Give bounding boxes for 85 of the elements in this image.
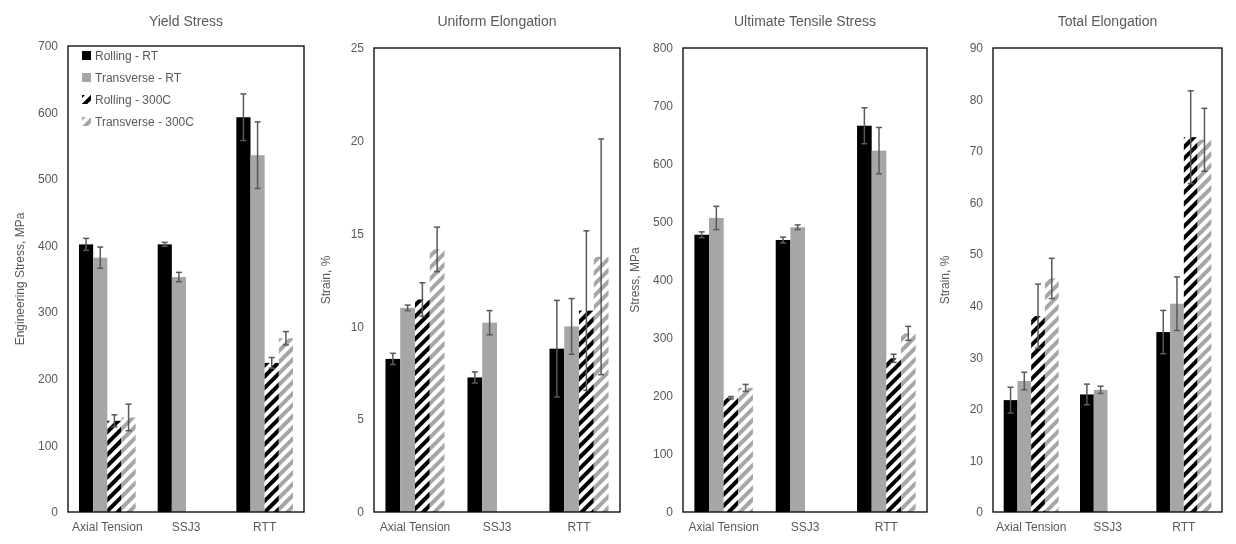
y-tick-label: 40 xyxy=(969,298,984,313)
bar xyxy=(593,256,609,512)
x-tick-label: SSJ3 xyxy=(482,520,512,534)
bar xyxy=(415,299,430,512)
y-tick-label: 300 xyxy=(652,331,674,346)
y-tick-label: 300 xyxy=(37,305,59,320)
y-tick-label: 200 xyxy=(652,389,674,404)
bar xyxy=(429,249,445,512)
bar xyxy=(1044,278,1059,512)
y-tick-label: 600 xyxy=(37,105,59,120)
y-tick-label: 90 xyxy=(969,41,984,56)
bar xyxy=(278,338,293,512)
bar xyxy=(107,420,122,512)
x-tick-label: SSJ3 xyxy=(171,520,201,534)
y-tick-label: 400 xyxy=(37,238,59,253)
bar xyxy=(564,326,579,512)
y-axis-title: Engineering Stress, MPa xyxy=(13,212,27,346)
bar xyxy=(1170,303,1184,512)
y-tick-label: 400 xyxy=(652,273,674,288)
bar xyxy=(250,155,265,512)
chart-title: Ultimate Tensile Stress xyxy=(733,13,877,29)
y-tick-label: 60 xyxy=(969,195,984,210)
chart-title: Total Elongation xyxy=(1057,13,1158,29)
bar xyxy=(1031,316,1045,512)
bar xyxy=(171,277,186,512)
legend-label: Transverse - 300C xyxy=(95,115,195,130)
y-tick-label: 500 xyxy=(37,172,59,187)
y-tick-label: 0 xyxy=(51,505,59,520)
bar xyxy=(1183,137,1198,512)
y-tick-label: 500 xyxy=(652,215,674,230)
y-tick-label: 50 xyxy=(969,247,984,262)
bar xyxy=(1197,139,1212,512)
y-tick-label: 15 xyxy=(350,226,365,241)
y-tick-label: 200 xyxy=(37,372,59,387)
y-tick-label: 700 xyxy=(652,99,674,114)
x-tick-label: RTT xyxy=(874,520,899,534)
y-tick-label: 700 xyxy=(37,39,59,54)
y-tick-label: 800 xyxy=(652,41,674,56)
y-tick-label: 5 xyxy=(357,412,365,427)
bar xyxy=(723,397,739,512)
bar xyxy=(709,217,724,512)
y-tick-label: 10 xyxy=(350,319,365,334)
y-axis-title: Stress, MPa xyxy=(628,247,642,313)
x-tick-label: Axial Tension xyxy=(688,520,759,534)
bar xyxy=(264,362,279,512)
bar xyxy=(738,387,753,512)
y-tick-label: 100 xyxy=(37,438,59,453)
bar xyxy=(400,307,415,512)
y-tick-label: 10 xyxy=(969,453,984,468)
bar xyxy=(886,358,901,512)
y-tick-label: 100 xyxy=(652,447,674,462)
x-tick-label: RTT xyxy=(1172,520,1197,534)
y-tick-label: 20 xyxy=(969,402,984,417)
y-tick-label: 30 xyxy=(969,350,984,365)
y-tick-label: 600 xyxy=(652,157,674,172)
y-tick-label: 0 xyxy=(666,505,674,520)
x-tick-label: Axial Tension xyxy=(379,520,451,534)
bar xyxy=(93,257,108,512)
bar xyxy=(121,417,136,512)
chart-title: Uniform Elongation xyxy=(437,13,557,29)
bar xyxy=(900,333,916,512)
bar xyxy=(1017,381,1032,512)
bar xyxy=(871,150,887,512)
x-tick-label: Axial Tension xyxy=(72,520,143,534)
x-tick-label: RTT xyxy=(567,520,592,534)
bar xyxy=(579,310,594,512)
y-tick-label: 80 xyxy=(969,92,984,107)
legend-label: Rolling - RT xyxy=(95,49,159,64)
x-tick-label: RTT xyxy=(253,520,277,534)
chart-title: Yield Stress xyxy=(148,13,224,29)
legend-label: Rolling - 300C xyxy=(95,93,172,108)
y-tick-label: 20 xyxy=(350,134,365,148)
y-axis-title: Strain, % xyxy=(319,255,333,305)
legend-label: Transverse - RT xyxy=(95,71,182,86)
y-axis-title: Strain, % xyxy=(938,255,952,305)
bar xyxy=(482,322,497,512)
bar xyxy=(790,227,805,512)
x-tick-label: SSJ3 xyxy=(790,520,820,534)
bar xyxy=(1093,389,1108,512)
y-tick-label: 25 xyxy=(350,41,365,56)
y-tick-label: 0 xyxy=(357,505,365,520)
y-tick-label: 70 xyxy=(969,144,984,159)
x-tick-label: Axial Tension xyxy=(995,520,1067,534)
x-tick-label: SSJ3 xyxy=(1093,520,1123,534)
y-tick-label: 0 xyxy=(976,505,984,520)
